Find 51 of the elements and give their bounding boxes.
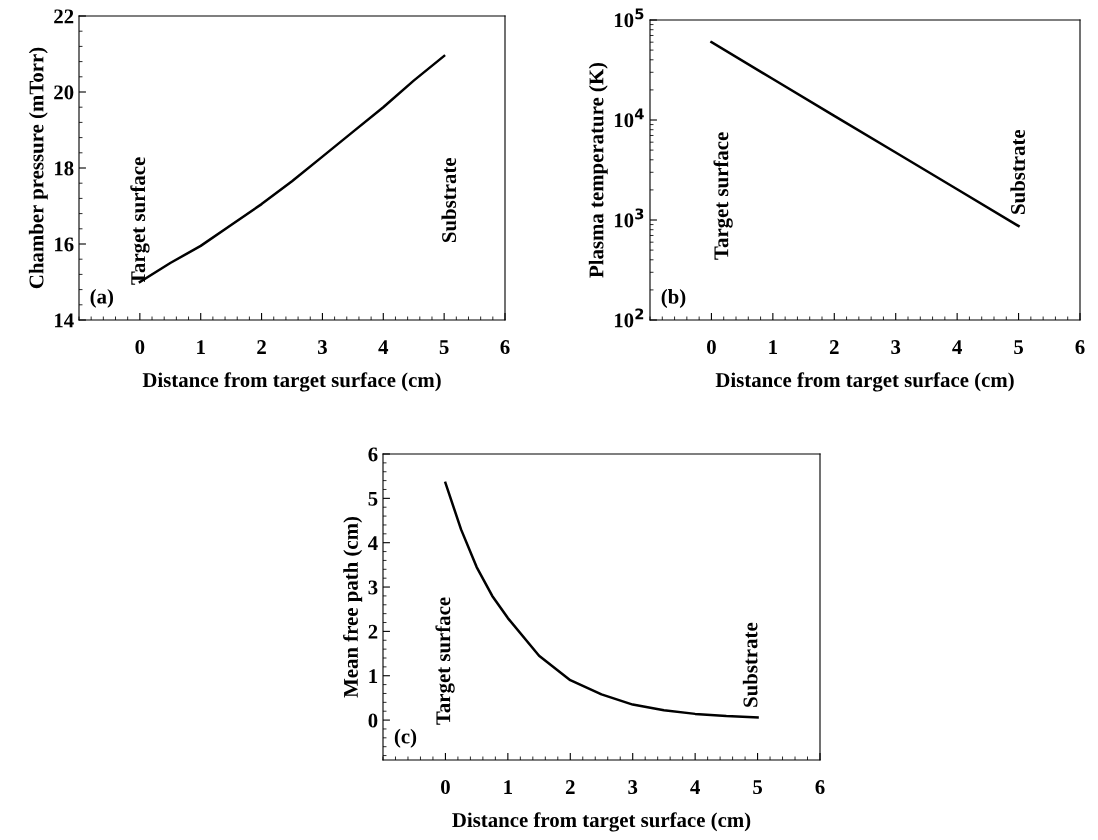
x-tick-label: 5 xyxy=(753,780,763,795)
annotation: (a) xyxy=(90,288,114,308)
y-tick-label: 18 xyxy=(54,161,74,176)
y-tick-label: 10$^{3}$ xyxy=(614,208,644,228)
annotation: Target surface xyxy=(130,157,150,285)
annotation: Substrate xyxy=(742,622,758,707)
y-tick-label: 20 xyxy=(54,85,74,100)
x-axis-title: Distance from target surface (cm) xyxy=(715,372,1014,392)
annotation: Substrate xyxy=(1010,129,1026,214)
y-tick-label: 14 xyxy=(54,313,74,328)
x-axis-title: Distance from target surface (cm) xyxy=(142,372,441,392)
annotation: Substrate xyxy=(441,157,457,242)
x-tick-label: 4 xyxy=(690,780,700,794)
y-tick-label: 16 xyxy=(54,237,74,252)
y-axis-title: Chamber pressure (mTorr) xyxy=(28,47,48,289)
y-tick-label: 2 xyxy=(368,624,378,639)
x-tick-label: 1 xyxy=(197,340,205,354)
x-tick-label: 3 xyxy=(318,340,327,355)
x-tick-label: 5 xyxy=(1014,340,1024,355)
y-tick-label: 5 xyxy=(368,491,378,506)
x-tick-label: 6 xyxy=(815,780,825,795)
annotation: Target surface xyxy=(435,597,455,725)
y-tick-label: 6 xyxy=(368,447,378,462)
y-axis-title: Mean free path (cm) xyxy=(343,516,363,698)
y-tick-label: 3 xyxy=(368,580,378,595)
x-axis-title: Distance from target surface (cm) xyxy=(452,812,751,832)
x-tick-label: 2 xyxy=(565,780,575,794)
y-tick-label: 22 xyxy=(54,9,74,24)
x-tick-label: 4 xyxy=(952,340,962,354)
x-tick-label: 3 xyxy=(891,340,901,355)
x-tick-label: 2 xyxy=(829,340,839,354)
x-tick-label: 1 xyxy=(769,340,777,354)
y-tick-label: 0 xyxy=(368,713,378,728)
y-tick-label: 1 xyxy=(369,669,378,683)
y-tick-label: 4 xyxy=(368,536,378,550)
annotation: (c) xyxy=(394,728,417,748)
x-tick-label: 2 xyxy=(257,340,266,354)
x-tick-label: 1 xyxy=(504,780,512,794)
y-tick-label: 10$^{5}$ xyxy=(614,8,644,28)
x-tick-label: 0 xyxy=(135,340,145,355)
x-tick-label: 4 xyxy=(378,340,389,354)
x-tick-label: 0 xyxy=(707,340,716,355)
x-tick-label: 5 xyxy=(439,340,449,355)
y-tick-label: 10$^{2}$ xyxy=(614,308,644,328)
x-tick-label: 0 xyxy=(441,780,450,795)
annotation: Target surface xyxy=(713,132,733,260)
x-tick-label: 6 xyxy=(500,340,510,355)
x-tick-label: 6 xyxy=(1075,340,1085,355)
y-axis-title: Plasma temperature (K) xyxy=(588,62,608,278)
y-tick-label: 10$^{4}$ xyxy=(614,108,644,128)
annotation: (b) xyxy=(661,289,686,308)
